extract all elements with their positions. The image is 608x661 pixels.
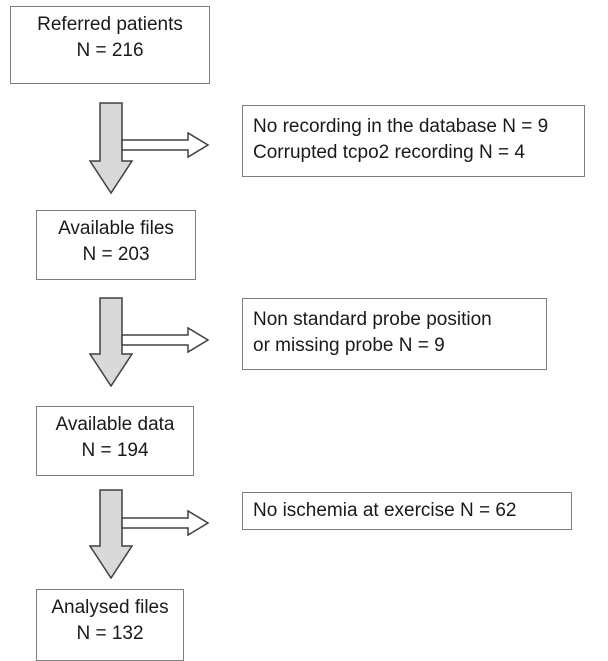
available-files-count: N = 203 <box>82 244 150 265</box>
exclusion-1-line-1: No recording in the database N = 9 <box>253 116 549 137</box>
down-arrow-3 <box>88 489 134 580</box>
analysed-files-title: Analysed files <box>51 597 169 618</box>
down-arrow-2 <box>88 297 134 388</box>
right-arrow-2 <box>121 326 210 354</box>
exclusion-1-line-2: Corrupted tcpo2 recording N = 4 <box>253 142 525 163</box>
exclusion-3-line-1: No ischemia at exercise N = 62 <box>253 500 517 521</box>
available-data-title: Available data <box>55 414 175 435</box>
exclusion-2-line-1: Non standard probe position <box>253 309 492 330</box>
exclusion-2-line-2: or missing probe N = 9 <box>253 335 445 356</box>
box-exclusion-3: No ischemia at exercise N = 62 <box>242 492 572 530</box>
right-arrow-1 <box>121 131 210 159</box>
box-exclusion-2: Non standard probe position or missing p… <box>242 298 547 370</box>
available-files-title: Available files <box>58 218 174 239</box>
box-referred-patients: Referred patients N = 216 <box>10 6 210 84</box>
right-arrow-3 <box>121 509 210 537</box>
referred-title: Referred patients <box>37 14 183 35</box>
box-exclusion-1: No recording in the database N = 9 Corru… <box>242 105 585 177</box>
box-available-data: Available data N = 194 <box>36 406 194 476</box>
referred-count: N = 216 <box>76 40 144 61</box>
box-available-files: Available files N = 203 <box>36 210 196 280</box>
down-arrow-1 <box>88 102 134 195</box>
box-analysed-files: Analysed files N = 132 <box>36 589 184 661</box>
analysed-files-count: N = 132 <box>76 623 144 644</box>
available-data-count: N = 194 <box>81 440 149 461</box>
